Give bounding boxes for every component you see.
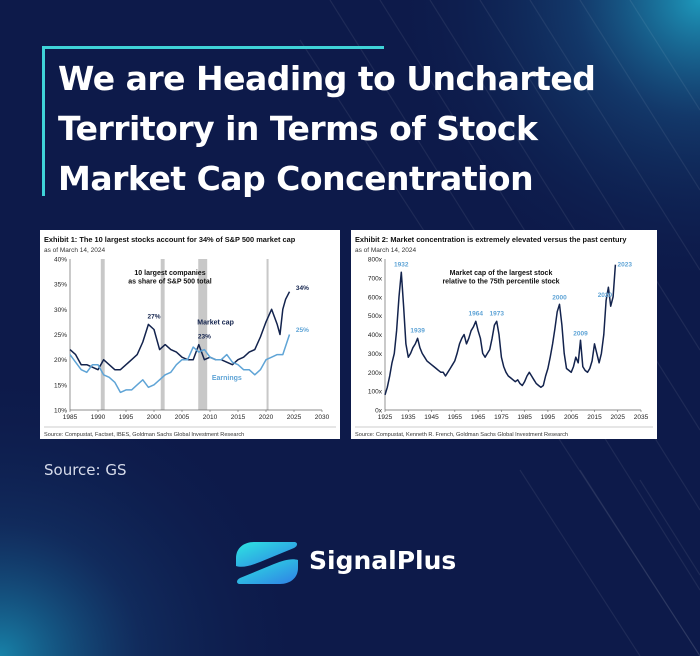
chart2-data-label: 2023: [617, 262, 632, 269]
page-title: We are Heading to Uncharted Territory in…: [58, 59, 596, 198]
chart2-data-label: 2009: [573, 330, 588, 337]
chart1-x-tick-label: 1985: [63, 414, 78, 421]
chart2-x-tick-label: 2025: [610, 414, 625, 421]
chart1-x-tick-label: 2010: [203, 414, 218, 421]
exhibit-1-chart-panel: Exhibit 1: The 10 largest stocks account…: [40, 230, 340, 439]
chart1-data-label: 25%: [296, 327, 309, 334]
chart1-source: Source: Compustat, Factset, IBES, Goldma…: [44, 432, 244, 438]
chart2-data-label: 1932: [394, 262, 409, 269]
chart1-x-tick-label: 1990: [91, 414, 106, 421]
chart1-title: Exhibit 1: The 10 largest stocks account…: [44, 235, 296, 244]
chart2-x-tick-label: 1995: [541, 414, 556, 421]
brand-logo: SignalPlus: [232, 540, 472, 586]
chart1-data-label: 34%: [296, 285, 309, 292]
chart1-y-tick-label: 10%: [54, 408, 67, 415]
chart1-recession-bar: [266, 259, 269, 410]
chart2-x-tick-label: 1925: [378, 414, 393, 421]
chart1-x-tick-label: 2000: [147, 414, 162, 421]
chart2-x-tick-label: 2005: [564, 414, 579, 421]
chart1-recession-bar: [198, 259, 208, 410]
chart2-x-tick-label: 2015: [587, 414, 602, 421]
chart1-x-tick-label: 2025: [287, 414, 302, 421]
chart1-subtitle: as of March 14, 2024: [44, 247, 105, 254]
chart2-y-tick-label: 0x: [375, 408, 383, 415]
title-accent-top: [42, 46, 384, 49]
chart2-y-tick-label: 700x: [368, 275, 383, 282]
chart1-recession-bar: [160, 259, 165, 410]
chart2-data-label: 1973: [489, 311, 504, 318]
chart1-data-label: Market cap: [197, 319, 234, 326]
chart1-x-tick-label: 1995: [119, 414, 134, 421]
chart2-y-tick-label: 300x: [368, 351, 383, 358]
chart1-x-tick-label: 2005: [175, 414, 190, 421]
chart1-y-tick-label: 15%: [54, 382, 67, 389]
chart2-x-tick-label: 2035: [634, 414, 649, 421]
chart2-data-label: 1939: [410, 328, 425, 335]
chart1-annotation-line: as share of S&P 500 total: [128, 279, 212, 286]
exhibit-2-chart-panel: Exhibit 2: Market concentration is extre…: [351, 230, 657, 439]
chart2-x-tick-label: 1955: [448, 414, 463, 421]
chart1-x-tick-label: 2020: [259, 414, 274, 421]
chart2-annotation-line: relative to the 75th percentile stock: [442, 279, 559, 286]
chart2-data-label: 1964: [469, 311, 484, 318]
chart1-series-line-market-cap: [69, 291, 291, 371]
chart2-annotation-line: Market cap of the largest stock: [450, 270, 553, 277]
chart1-data-label: Earnings: [212, 375, 242, 382]
chart2-y-tick-label: 800x: [368, 257, 383, 264]
chart1-data-label: 23%: [198, 334, 211, 341]
title-accent-left: [42, 46, 45, 196]
signalplus-logo-icon: [236, 542, 298, 584]
chart1-y-tick-label: 25%: [54, 332, 67, 339]
chart1-y-tick-label: 40%: [54, 257, 67, 264]
exhibit-2-chart: Exhibit 2: Market concentration is extre…: [355, 235, 653, 438]
chart2-data-label: 2020: [598, 292, 613, 299]
chart1-y-tick-label: 30%: [54, 307, 67, 314]
chart2-x-tick-label: 1985: [517, 414, 532, 421]
chart1-x-tick-label: 2030: [315, 414, 330, 421]
chart2-subtitle: as of March 14, 2024: [355, 247, 416, 254]
chart2-x-tick-label: 1965: [471, 414, 486, 421]
chart2-x-tick-label: 1935: [401, 414, 416, 421]
title-block: We are Heading to Uncharted Territory in…: [42, 46, 662, 198]
chart1-x-tick-label: 2015: [231, 414, 246, 421]
chart2-y-tick-label: 100x: [368, 389, 383, 396]
chart1-recession-bar: [100, 259, 105, 410]
chart2-y-tick-label: 600x: [368, 294, 383, 301]
chart2-y-tick-label: 500x: [368, 313, 383, 320]
chart1-y-tick-label: 20%: [54, 357, 67, 364]
chart2-data-label: 2000: [552, 295, 567, 302]
chart1-y-tick-label: 35%: [54, 282, 67, 289]
chart2-series-line-0: [384, 264, 617, 396]
chart2-x-tick-label: 1975: [494, 414, 509, 421]
exhibit-1-chart: Exhibit 1: The 10 largest stocks account…: [44, 235, 336, 438]
chart1-series-line-earnings: [69, 334, 291, 394]
chart2-source: Source: Compustat, Kenneth R. French, Go…: [355, 432, 568, 438]
chart2-y-tick-label: 400x: [368, 332, 383, 339]
chart2-x-tick-label: 1945: [424, 414, 439, 421]
brand-name: SignalPlus: [309, 546, 457, 575]
source-label: Source: GS: [44, 461, 127, 479]
chart2-y-tick-label: 200x: [368, 370, 383, 377]
chart2-title: Exhibit 2: Market concentration is extre…: [355, 235, 627, 244]
chart1-data-label: 27%: [147, 313, 160, 320]
chart1-annotation-line: 10 largest companies: [134, 270, 205, 277]
